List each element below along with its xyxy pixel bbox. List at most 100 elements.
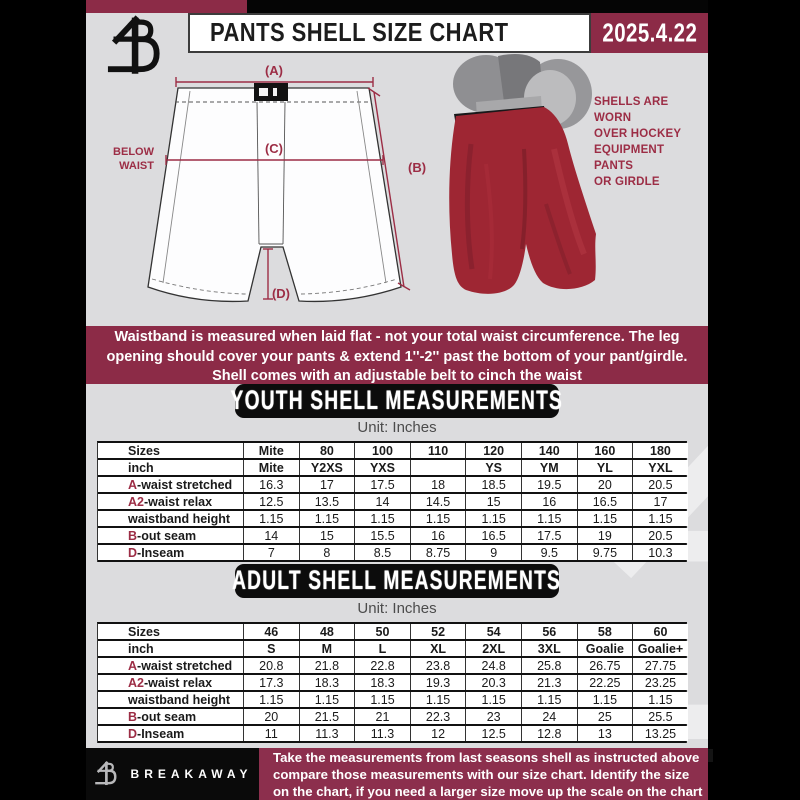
table-cell: 17.5 xyxy=(520,528,577,543)
footer-line: compare those measurements with our size… xyxy=(273,767,690,783)
table-cell: 50 xyxy=(354,624,410,639)
row-label-prefix: D xyxy=(128,545,138,560)
table-cell: 80 xyxy=(298,443,355,458)
table-row: B -out seam 14 15 15.5 16 16.5 17.5 19 20.5 xyxy=(98,528,688,545)
table-cell: 17.3 xyxy=(243,675,299,690)
table-cell: 1.15 xyxy=(520,511,577,526)
table-cell: 1.15 xyxy=(354,511,410,526)
table-cell: 20.5 xyxy=(632,528,688,543)
table-cell: 23 xyxy=(465,709,521,724)
row-label: waistband height xyxy=(98,511,243,526)
table-cell: 12 xyxy=(409,726,466,741)
row-label-prefix: A xyxy=(128,658,138,673)
photo-caption-line: SHELLS ARE WORN xyxy=(594,96,669,124)
document-page: PANTS SHELL SIZE CHART 2025.4.22 (A) (B) xyxy=(86,0,708,800)
shell-outline xyxy=(147,87,402,303)
row-label-prefix: A2 xyxy=(128,494,144,509)
table-cell: 8 xyxy=(298,545,355,560)
row-label-prefix: A2 xyxy=(128,675,144,690)
table-cell: 18.3 xyxy=(298,675,355,690)
table-cell: 1.15 xyxy=(243,511,299,526)
row-label: A2 -waist relax xyxy=(98,675,243,690)
table-cell: 18.5 xyxy=(465,477,521,492)
table-cell: 23.25 xyxy=(632,675,688,690)
table-cell: 3XL xyxy=(520,641,577,656)
table-cell: 160 xyxy=(576,443,633,458)
table-cell: 1.15 xyxy=(409,511,466,526)
table-cell: 15.5 xyxy=(354,528,410,543)
row-label: A -waist stretched xyxy=(98,477,243,492)
table-cell: 27.75 xyxy=(632,658,688,673)
table-row: inch S M L XL 2XL 3XL Goalie Goalie+ xyxy=(98,641,688,658)
youth-section-heading: YOUTH SHELL MEASUREMENTS xyxy=(231,384,562,418)
youth-heading-text: YOUTH SHELL MEASUREMENTS xyxy=(230,385,564,416)
table-cell: Goalie xyxy=(576,641,633,656)
table-cell: 13.25 xyxy=(632,726,688,741)
row-label-prefix: B xyxy=(128,709,138,724)
table-row: D -Inseam 7 8 8.5 8.75 9 9.5 9.75 10.3 xyxy=(98,545,688,562)
belt-buckle xyxy=(254,83,288,101)
table-cell: 24.8 xyxy=(465,658,521,673)
label-b: (B) xyxy=(408,160,426,175)
table-row: waistband height 1.15 1.15 1.15 1.15 1.15 1.15… xyxy=(98,692,688,709)
table-cell: 23.8 xyxy=(409,658,466,673)
header-accent-strip xyxy=(86,0,247,13)
table-cell: 16.5 xyxy=(576,494,633,509)
table-cell: 8.5 xyxy=(354,545,410,560)
measure-line-d xyxy=(263,248,273,300)
table-cell: 19.5 xyxy=(520,477,577,492)
table-cell: S xyxy=(243,641,299,656)
table-row: Sizes Mite 80 100 110 120 140 160 180 xyxy=(98,443,688,460)
label-c: (C) xyxy=(265,141,283,156)
table-cell: 25 xyxy=(576,709,633,724)
table-row: D -Inseam 11 11.3 11.3 12 12.5 12.8 13 13.25 xyxy=(98,726,688,743)
table-cell: 1.15 xyxy=(298,692,355,707)
table-cell: Mite xyxy=(243,443,299,458)
row-label: waistband height xyxy=(98,692,243,707)
table-cell: YM xyxy=(520,460,577,475)
footer-instructions: Take the measurements from last seasons … xyxy=(259,748,708,800)
row-label: B -out seam xyxy=(98,528,243,543)
footer-line: on the chart, if you need a larger size … xyxy=(273,784,703,800)
banner-line: opening should cover your pants & extend… xyxy=(106,348,688,365)
header-black-strip xyxy=(247,0,708,13)
table-cell: 110 xyxy=(409,443,466,458)
date-badge: 2025.4.22 xyxy=(591,13,708,53)
table-cell: 9.75 xyxy=(576,545,633,560)
table-cell: 1.15 xyxy=(298,511,355,526)
table-cell: 25.8 xyxy=(520,658,577,673)
table-cell: 19 xyxy=(576,528,633,543)
table-cell: 21 xyxy=(354,709,410,724)
table-cell: 1.15 xyxy=(465,692,521,707)
title-bar: PANTS SHELL SIZE CHART xyxy=(188,13,591,53)
table-cell: 18 xyxy=(409,477,466,492)
table-cell: Goalie+ xyxy=(632,641,688,656)
breakaway-logo-icon xyxy=(107,15,160,74)
table-cell: 20.3 xyxy=(465,675,521,690)
table-cell: 13.5 xyxy=(298,494,355,509)
table-cell: L xyxy=(354,641,410,656)
table-cell: 13 xyxy=(576,726,633,741)
row-label-prefix: A xyxy=(128,477,138,492)
measure-line-c xyxy=(165,155,384,165)
pants-measurement-diagram: (A) (B) (C) (D) 7'' BELOW WAIST xyxy=(111,63,426,303)
photo-caption-line: OVER HOCKEY xyxy=(594,128,682,140)
label-d: (D) xyxy=(272,286,290,301)
row-label: Sizes xyxy=(98,624,243,639)
table-cell: 100 xyxy=(354,443,410,458)
measure-line-a xyxy=(175,77,374,87)
banner-line: Waistband is measured when laid flat - n… xyxy=(114,329,680,345)
table-cell: 18.3 xyxy=(354,675,410,690)
table-cell: 1.15 xyxy=(520,692,577,707)
footer-brand-block: BREAKAWAY xyxy=(86,748,259,800)
waist-note-line1: 7'' BELOW xyxy=(111,146,155,158)
table-cell: 26.75 xyxy=(576,658,633,673)
table-cell: 48 xyxy=(298,624,355,639)
table-row: B -out seam 20 21.5 21 22.3 23 24 25 25.5 xyxy=(98,709,688,726)
table-cell: 11 xyxy=(243,726,299,741)
table-cell: 180 xyxy=(632,443,688,458)
table-cell: 17.5 xyxy=(354,477,410,492)
table-cell: 22.3 xyxy=(409,709,466,724)
youth-unit-label: Unit: Inches xyxy=(357,419,437,436)
page-title: PANTS SHELL SIZE CHART xyxy=(210,18,509,47)
